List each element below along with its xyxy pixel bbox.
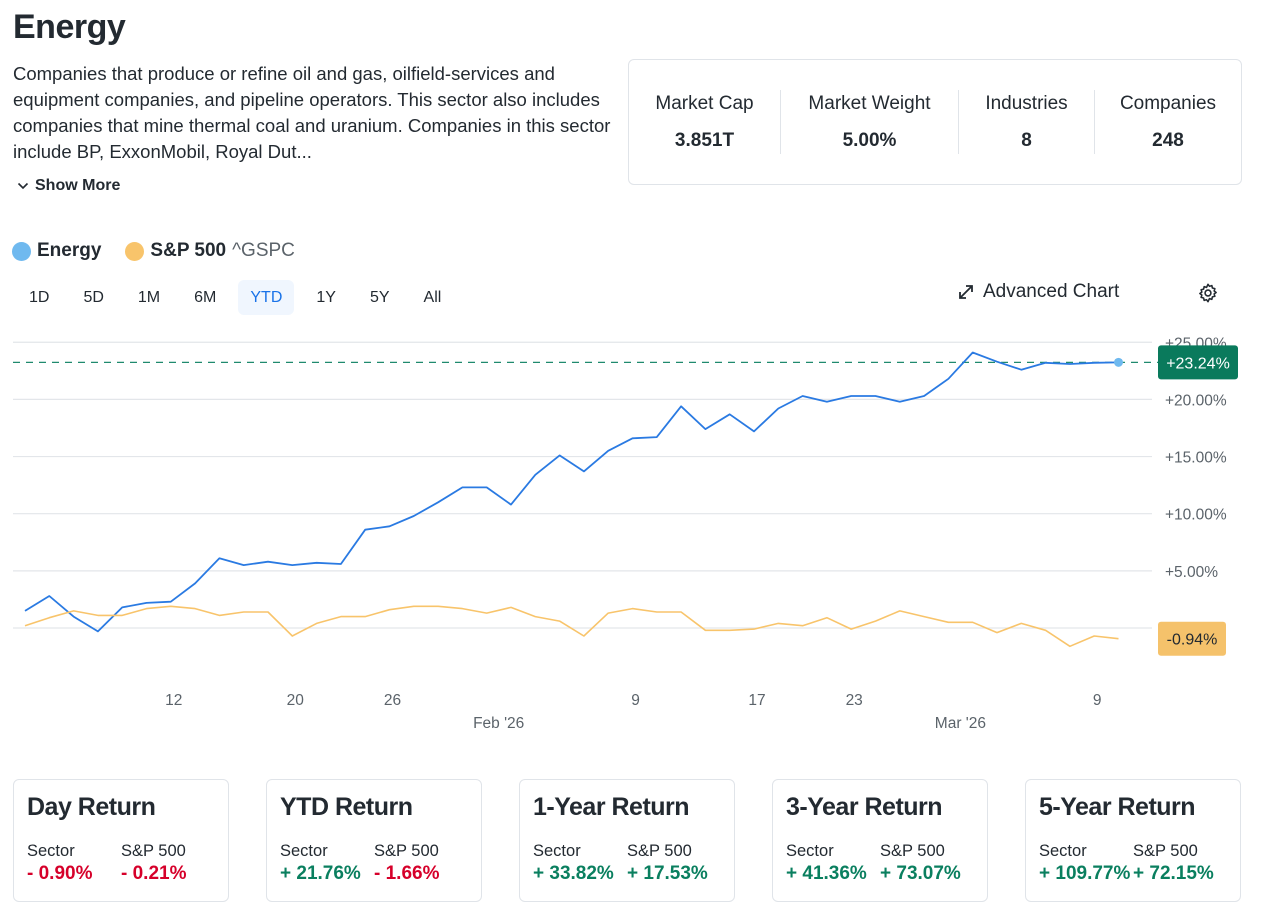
sector-label: Sector <box>1039 842 1087 860</box>
sector-label: Sector <box>27 842 75 860</box>
sp500-return-value: - 1.66% <box>374 863 440 884</box>
stat-value: 3.851T <box>674 129 735 151</box>
return-card-5-year-return: 5-Year Return Sector + 109.77% S&P 500 +… <box>1025 779 1241 902</box>
sp500-dot-icon <box>125 241 145 261</box>
range-tab-1y[interactable]: 1Y <box>316 288 336 306</box>
chevron-down-icon <box>17 182 29 190</box>
y-tick-label: +5.00% <box>1165 564 1218 581</box>
performance-chart[interactable]: +25.00%+20.00%+15.00%+10.00%+5.00%+23.24… <box>0 330 1263 740</box>
sp500-return-value: - 0.21% <box>121 863 187 884</box>
sp500-series-line <box>24 605 1119 648</box>
sector-return-value: + 109.77% <box>1039 863 1131 884</box>
sp500-value-badge-label: -0.94% <box>1167 632 1218 649</box>
x-tick-label: 26 <box>384 692 401 709</box>
expand-arrows-icon <box>959 285 973 299</box>
chart-legend: Energy S&P 500 ^GSPC <box>12 240 319 262</box>
x-tick-label: 9 <box>631 692 640 709</box>
range-tab-6m[interactable]: 6M <box>194 288 217 306</box>
stat-value: 8 <box>1021 129 1032 151</box>
sector-label: Sector <box>786 842 834 860</box>
return-card-ytd-return: YTD Return Sector + 21.76% S&P 500 - 1.6… <box>266 779 482 902</box>
return-card-title: 1-Year Return <box>533 793 690 821</box>
sector-description: Companies that produce or refine oil and… <box>13 63 611 162</box>
x-tick-label: 17 <box>748 692 765 709</box>
x-tick-label: 9 <box>1093 692 1102 709</box>
energy-value-badge <box>1158 345 1238 380</box>
stat-value: 248 <box>1152 129 1184 151</box>
legend-item-energy[interactable]: Energy <box>12 240 101 262</box>
page-title: Energy <box>13 8 126 46</box>
legend-label: Energy <box>37 240 102 261</box>
sector-return-value: - 0.90% <box>27 863 93 884</box>
sp500-return-value: + 17.53% <box>627 863 708 884</box>
stat-label: Market Cap <box>655 92 754 114</box>
return-card-1-year-return: 1-Year Return Sector + 33.82% S&P 500 + … <box>519 779 735 902</box>
gear-icon[interactable] <box>1197 282 1219 304</box>
x-tick-label: 23 <box>846 692 863 709</box>
return-card-title: Day Return <box>27 793 156 821</box>
sp500-label: S&P 500 <box>880 842 945 860</box>
range-tab-5d[interactable]: 5D <box>83 288 104 306</box>
sector-return-value: + 41.36% <box>786 863 867 884</box>
stat-value: 5.00% <box>842 129 897 151</box>
stat-label: Market Weight <box>808 92 931 114</box>
range-tab-5y[interactable]: 5Y <box>369 288 390 306</box>
energy-current-marker <box>1114 357 1123 367</box>
returns-cards: Day Return Sector - 0.90% S&P 500 - 0.21… <box>13 779 1241 902</box>
energy-value-badge-label: +23.24% <box>1166 355 1230 372</box>
return-card-3-year-return: 3-Year Return Sector + 41.36% S&P 500 + … <box>772 779 988 902</box>
stat-market-weight: Market Weight 5.00% <box>781 90 959 154</box>
advanced-chart-button[interactable]: Advanced Chart <box>957 281 1119 303</box>
sp500-label: S&P 500 <box>627 842 692 860</box>
return-card-title: 3-Year Return <box>786 793 943 821</box>
x-month-label: Feb '26 <box>473 715 524 732</box>
x-month-label: Mar '26 <box>935 715 986 732</box>
legend-symbol: ^GSPC <box>232 240 295 261</box>
advanced-chart-label: Advanced Chart <box>983 281 1120 302</box>
sector-label: Sector <box>533 842 581 860</box>
stat-market-cap: Market Cap 3.851T <box>629 90 781 154</box>
stat-industries: Industries 8 <box>959 90 1095 154</box>
energy-dot-icon <box>12 241 31 261</box>
show-more-button[interactable]: Show More <box>16 177 120 195</box>
stat-label: Companies <box>1119 92 1217 114</box>
range-selector: 1D 5D 1M 6M YTD 1Y 5Y All <box>17 280 463 315</box>
stat-label: Industries <box>985 92 1068 114</box>
return-card-day-return: Day Return Sector - 0.90% S&P 500 - 0.21… <box>13 779 229 902</box>
sp500-value-badge <box>1158 621 1226 656</box>
range-tab-all[interactable]: All <box>423 288 442 306</box>
legend-label: S&P 500 <box>150 240 227 261</box>
show-more-label: Show More <box>35 177 121 194</box>
y-tick-label: +15.00% <box>1165 450 1227 467</box>
x-tick-label: 20 <box>287 692 305 709</box>
sp500-label: S&P 500 <box>374 842 439 860</box>
sector-stats-panel: Market Cap 3.851T Market Weight 5.00% In… <box>628 59 1242 185</box>
energy-series-line <box>24 351 1119 633</box>
sector-label: Sector <box>280 842 328 860</box>
stat-companies: Companies 248 <box>1095 90 1241 154</box>
sp500-label: S&P 500 <box>121 842 186 860</box>
sector-return-value: + 21.76% <box>280 863 361 884</box>
range-tab-ytd[interactable]: YTD <box>238 280 295 315</box>
return-card-title: 5-Year Return <box>1039 793 1196 821</box>
legend-item-sp500[interactable]: S&P 500 ^GSPC <box>125 240 295 262</box>
y-tick-label: +10.00% <box>1165 507 1227 524</box>
sp500-return-value: + 73.07% <box>880 863 961 884</box>
range-tab-1d[interactable]: 1D <box>29 288 50 306</box>
sector-return-value: + 33.82% <box>533 863 614 884</box>
range-tab-1m[interactable]: 1M <box>137 288 161 306</box>
x-tick-label: 12 <box>165 692 182 709</box>
return-card-title: YTD Return <box>280 793 413 821</box>
sp500-return-value: + 72.15% <box>1133 863 1214 884</box>
y-tick-label: +20.00% <box>1165 392 1227 409</box>
sp500-label: S&P 500 <box>1133 842 1198 860</box>
